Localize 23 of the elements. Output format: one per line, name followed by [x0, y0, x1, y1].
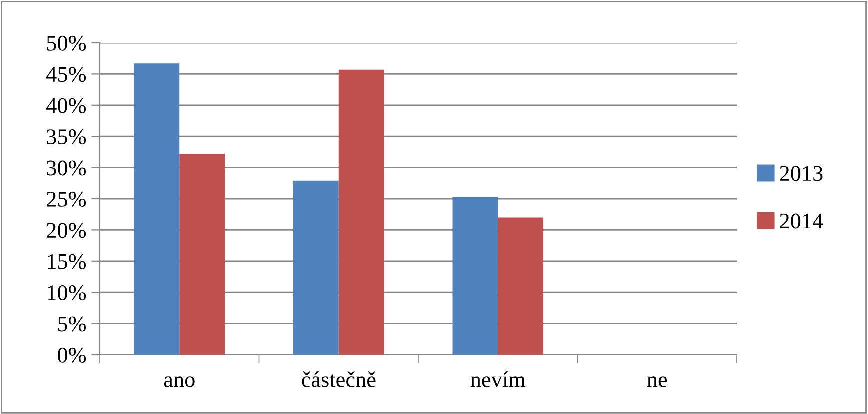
y-tick-label: 25%	[47, 192, 86, 207]
y-tick-label: 30%	[47, 160, 86, 176]
bar	[293, 180, 339, 355]
bar	[498, 218, 544, 355]
y-tick-label: 5%	[58, 316, 86, 332]
x-tick-label: částečně	[302, 372, 376, 388]
legend-label: 2013	[780, 166, 823, 182]
y-tick-label: 20%	[47, 223, 86, 238]
y-tick-label: 40%	[46, 98, 86, 114]
y-tick-label: 0%	[58, 348, 86, 363]
x-tick-label: nevím	[470, 372, 526, 388]
y-tick-label: 50%	[47, 36, 86, 51]
y-tick-label: 45%	[46, 67, 86, 82]
bar	[134, 64, 180, 355]
x-tick-label: ano	[164, 376, 195, 388]
y-tick-label: 35%	[47, 130, 86, 145]
bar	[452, 197, 498, 355]
y-tick-label: 15%	[48, 254, 86, 270]
bar	[338, 70, 384, 355]
y-tick-label: 10%	[48, 286, 86, 301]
x-tick-label: ne	[647, 376, 668, 388]
bar	[180, 154, 226, 355]
legend-label: 2014	[780, 214, 824, 229]
